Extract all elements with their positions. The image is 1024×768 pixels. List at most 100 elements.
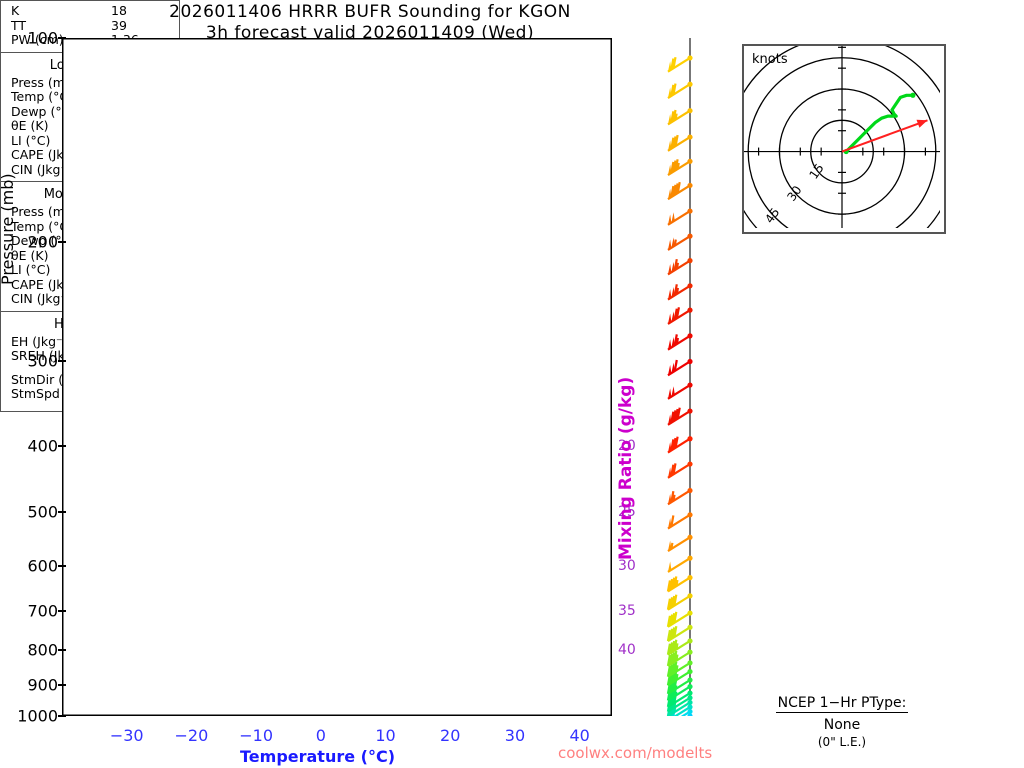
pressure-tick-label: 500 (27, 502, 58, 522)
wind-barb (667, 358, 693, 377)
temperature-tick-label: −30 (109, 726, 144, 745)
hodograph-ring-label: 15 (806, 161, 826, 182)
wind-barb (666, 649, 693, 667)
title-line-1: 2026011406 HRRR BUFR Sounding for KGON (169, 2, 571, 22)
wind-barb (667, 55, 693, 73)
pressure-axis-title: Pressure (mb) (0, 173, 17, 285)
hodograph-ring-label: 30 (784, 183, 804, 204)
wind-barb (667, 382, 693, 400)
pressure-tick-label: 300 (27, 351, 58, 371)
wind-barb (666, 593, 693, 611)
wind-barb (666, 660, 693, 678)
temperature-tick-label: −10 (239, 726, 273, 745)
ptype-liquid-equivalent: (0" L.E.) (817, 735, 867, 749)
wind-barb (667, 461, 693, 479)
pressure-tick-label: 900 (27, 675, 58, 695)
stat-key: CIN (Jkg⁻¹) (11, 161, 77, 177)
pressure-axis: 100 200 300 400 500 600 700 800 900 1000 (0, 29, 66, 726)
temperature-tick-label: 30 (504, 726, 526, 745)
pressure-tick-label: 600 (27, 556, 58, 576)
mixing-ratio-tick-label: 20 (618, 438, 636, 455)
stat-value: 18 (111, 3, 127, 18)
pressure-tick-label: 400 (27, 436, 58, 456)
temperature-tick-label: −20 (174, 726, 209, 745)
mixing-ratio-axis-title: Mixing Ratio (g/kg) (616, 376, 636, 560)
pressure-tick (58, 241, 66, 244)
wind-barb (667, 333, 693, 351)
mixing-ratio-axis: 20 25 30 35 40 (612, 38, 660, 716)
pressure-tick (58, 37, 66, 39)
stat-key: PW (cm) (11, 32, 64, 47)
temperature-tick-label: 40 (569, 726, 590, 745)
skewt-svg: 123468101520 (62, 38, 612, 716)
hodograph-panel[interactable]: 15 30 45 knots (726, 36, 958, 267)
wind-barb (667, 258, 693, 276)
stat-key: TT (11, 17, 27, 33)
temperature-axis: −30 −20 −10 0 10 20 30 40 (0, 716, 660, 746)
stat-key: LI (°C) (11, 262, 51, 277)
stat-key: K (11, 3, 20, 18)
pressure-tick (58, 683, 66, 686)
pressure-tick (58, 609, 66, 612)
wind-barb (667, 534, 693, 552)
temperature-tick-label: 10 (375, 726, 396, 745)
wind-barb (667, 436, 693, 454)
wind-barb-column (660, 38, 720, 731)
stat-key: Dewp (°C) (11, 233, 76, 248)
hodograph-units-label: knots (752, 52, 788, 67)
pressure-tick (58, 564, 66, 567)
mixing-ratio-tick-label: 35 (618, 602, 636, 619)
pressure-tick (58, 445, 66, 448)
stat-value: 39 (111, 17, 127, 33)
wind-barb (667, 81, 693, 99)
wind-barb (667, 407, 693, 426)
wind-barbs-svg (666, 38, 693, 731)
temperature-tick-label: 0 (315, 726, 326, 745)
pressure-tick-label: 800 (27, 640, 58, 660)
pressure-tick (58, 715, 66, 717)
wind-barb (667, 233, 693, 251)
temperature-tick-label: 20 (440, 726, 461, 745)
wind-barb (667, 208, 693, 226)
wind-barb (667, 108, 693, 126)
pressure-tick (58, 360, 66, 363)
stat-key: CIN (Jkg⁻¹) (11, 291, 77, 306)
pressure-tick-label: 700 (27, 601, 58, 621)
wind-barb (666, 575, 693, 593)
wind-barb (667, 181, 693, 201)
pressure-tick-label: 200 (27, 232, 58, 252)
hodograph-ring-label: 45 (762, 205, 782, 226)
mixing-ratio-tick-label: 40 (618, 642, 636, 659)
stat-key: θE (K) (11, 118, 49, 133)
wind-barb (666, 624, 693, 643)
ptype-title: NCEP 1−Hr PType: (775, 695, 909, 713)
wind-barb (667, 555, 693, 573)
stat-key: LI (°C) (11, 132, 51, 148)
wind-barb (666, 610, 693, 628)
stat-row: K 18 (1, 3, 179, 19)
mixing-ratio-tick-label: 25 (618, 503, 636, 520)
temperature-axis-title: Temperature (°C) (240, 747, 396, 766)
stat-key: EH (Jkg⁻¹) (11, 333, 73, 349)
stat-key: Temp (°C) (11, 218, 74, 234)
stat-key: Temp (°C) (11, 89, 74, 104)
wind-barb (667, 283, 693, 301)
wind-barb (667, 158, 693, 177)
ncep-ptype-block: NCEP 1−Hr PType: None (0" L.E.) (742, 692, 942, 749)
ptype-value: None (823, 717, 861, 733)
stat-key: Dewp (°C) (11, 103, 76, 119)
pressure-tick (58, 510, 66, 513)
wind-barb (667, 487, 693, 506)
wind-barb (667, 512, 693, 530)
mixing-ratio-tick-label: 30 (618, 557, 636, 574)
pressure-tick (58, 649, 66, 652)
stat-key: θE (K) (11, 247, 49, 263)
skewt-diagram[interactable]: 123468101520 (62, 38, 612, 716)
pressure-tick-label: 100 (27, 28, 58, 48)
stat-row: TT 39 (1, 17, 179, 34)
watermark: coolwx.com/modelts (558, 744, 713, 762)
wind-barb (666, 638, 693, 656)
stat-key: StmDir (°) (11, 371, 75, 387)
pressure-tick-label: 1000 (17, 706, 58, 726)
